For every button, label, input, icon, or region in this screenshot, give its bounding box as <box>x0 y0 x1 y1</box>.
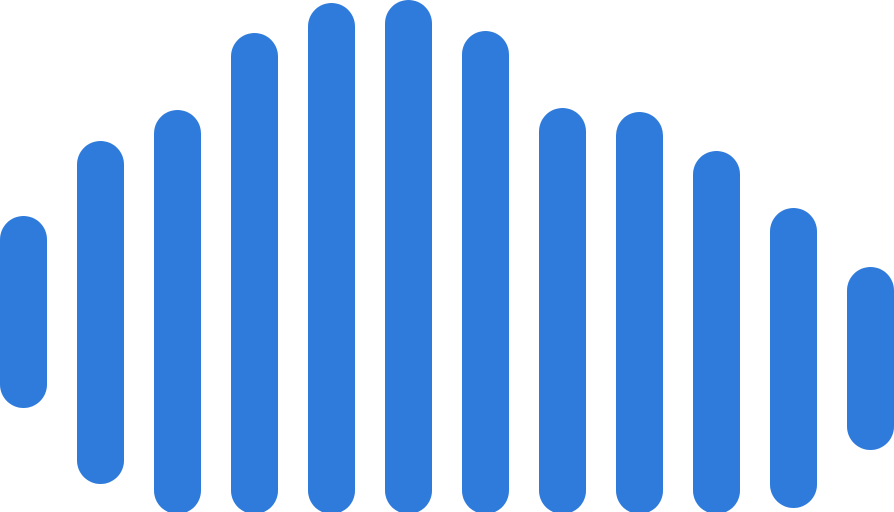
waveform-bar-5 <box>308 3 355 512</box>
waveform-bar-1 <box>0 216 47 408</box>
waveform-bar-6 <box>385 0 432 512</box>
waveform-bar-2 <box>77 141 124 484</box>
waveform-bar-9 <box>616 112 663 512</box>
waveform-bar-12 <box>847 267 894 450</box>
waveform-bar-11 <box>770 208 817 508</box>
waveform-bar-8 <box>539 108 586 512</box>
waveform-bar-3 <box>154 110 201 512</box>
waveform-bar-10 <box>693 151 740 512</box>
waveform-bar-4 <box>231 33 278 512</box>
waveform-bar-7 <box>462 31 509 512</box>
